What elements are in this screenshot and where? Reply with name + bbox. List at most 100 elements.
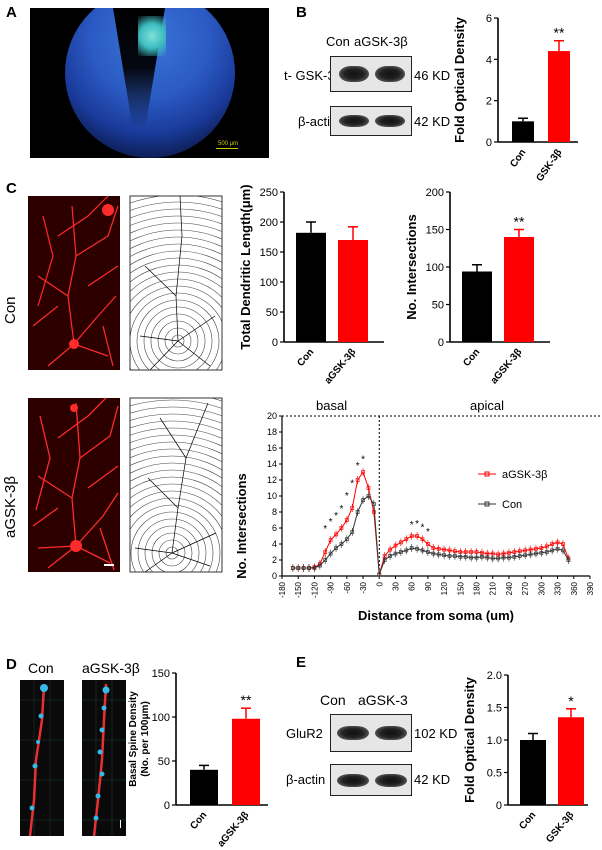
y-tick-label: 50 xyxy=(432,300,444,312)
x-tick-label: 0 xyxy=(375,581,384,586)
y-axis-label: Fold Optical Density xyxy=(452,16,467,142)
y-tick-label: 18 xyxy=(267,427,277,437)
x-tick-label: 120 xyxy=(440,581,449,595)
y-tick-label: 200 xyxy=(426,187,444,199)
x-tick-label: -120 xyxy=(310,581,319,598)
y-tick-label: 250 xyxy=(260,187,278,199)
series-point xyxy=(399,540,403,545)
x-tick-label: -180 xyxy=(278,581,287,598)
panel-label-b: B xyxy=(296,4,307,21)
y-tick-label: 200 xyxy=(260,217,278,229)
x-tick-label: aGSK-3β xyxy=(216,810,252,849)
series-point xyxy=(307,566,311,570)
series-point xyxy=(544,544,549,549)
x-tick-label: -150 xyxy=(294,581,303,598)
chart-c-intersections: 0 50 100 150 200 No. Intersections Con ** aGSK-3… xyxy=(404,187,550,386)
y-axis-label: Fold Optical Density xyxy=(462,676,477,802)
series-point xyxy=(339,542,344,546)
chart-c-sholl-profile: 0 2 4 6 8 10 12 14 16 18 20 -180 -150 -120 -90 -60 -30 0 3… xyxy=(234,411,600,623)
significance-mark: * xyxy=(329,517,333,528)
series-point xyxy=(442,547,446,552)
series-point xyxy=(550,548,555,553)
series-point xyxy=(404,537,409,542)
x-tick-label: Con xyxy=(188,810,209,832)
lane-label-con: Con xyxy=(326,34,350,49)
row-label-agsk: aGSK-3β xyxy=(2,476,19,538)
bar xyxy=(232,718,260,805)
series-point xyxy=(463,554,468,559)
series-point xyxy=(301,566,306,570)
series-point xyxy=(501,555,506,560)
series-point xyxy=(496,556,500,561)
y-tick-label: 100 xyxy=(152,712,170,724)
series-point xyxy=(372,502,376,506)
series-point xyxy=(296,566,301,570)
series-point xyxy=(355,510,360,514)
y-axis-label: (No. per 100μm) xyxy=(140,701,151,777)
x-tick-label: 270 xyxy=(521,581,530,595)
legend-marker xyxy=(484,501,490,507)
series-point xyxy=(420,537,425,542)
legend-marker xyxy=(484,471,490,477)
series-point xyxy=(523,553,528,558)
sholl-tracing-agsk xyxy=(129,397,223,573)
y-tick-label: 14 xyxy=(267,459,277,469)
series-point xyxy=(469,550,473,554)
series-point xyxy=(382,558,387,562)
series-point xyxy=(512,554,517,559)
x-tick-label: 300 xyxy=(537,581,546,595)
region-label-apical: apical xyxy=(470,398,504,413)
y-tick-label: 150 xyxy=(152,668,170,680)
series-point xyxy=(415,534,419,538)
y-tick-label: 4 xyxy=(486,54,492,66)
y-tick-label: 0 xyxy=(272,571,277,581)
blot-size-actin: 42 KD xyxy=(414,114,451,129)
y-tick-label: 100 xyxy=(426,262,444,274)
y-tick-label: 2.0 xyxy=(487,670,502,682)
region-label-basal: basal xyxy=(316,398,348,413)
y-tick-label: 4 xyxy=(272,539,277,549)
series-point xyxy=(361,470,365,474)
series-point xyxy=(447,554,452,558)
series-point xyxy=(312,566,317,570)
chart-e-fold-density: 0 0.5 1.0 1.5 2.0 Fold Optical Density Con * GSK… xyxy=(462,670,588,845)
bar xyxy=(548,51,570,142)
y-axis-label: No. Intersections xyxy=(234,473,249,578)
series-point xyxy=(474,555,479,560)
blot-gsk3b xyxy=(330,56,412,92)
series-point xyxy=(323,550,328,554)
x-tick-label: Con xyxy=(295,347,316,369)
series-point xyxy=(436,546,441,551)
bar xyxy=(296,232,326,342)
blot-e-row-label-glur2: GluR2 xyxy=(286,726,323,741)
x-tick-label: 390 xyxy=(586,581,595,595)
y-axis-label: Total Dendritic Length(μm) xyxy=(238,184,253,349)
dendrite-label-con: Con xyxy=(28,660,54,676)
series-point xyxy=(334,546,338,550)
x-tick-label: aGSK-3β xyxy=(323,347,359,386)
series-point xyxy=(490,556,495,561)
x-axis-label: Distance from soma (um) xyxy=(358,608,514,623)
blot-e-size-actin: 42 KD xyxy=(414,772,451,787)
y-tick-label: 0.5 xyxy=(487,768,502,780)
x-tick-label: -90 xyxy=(327,581,336,593)
y-tick-label: 100 xyxy=(260,277,278,289)
chart-d-spine-density: 0 50 100 150 Basal Spine Density (No. per 100… xyxy=(128,668,268,849)
bar xyxy=(512,121,534,142)
series-point xyxy=(426,550,430,554)
series-point xyxy=(366,486,371,490)
bar xyxy=(190,769,218,805)
x-tick-label: 180 xyxy=(473,581,482,595)
series-line xyxy=(292,495,569,575)
series-point xyxy=(431,546,436,550)
y-tick-label: 2 xyxy=(486,96,492,108)
x-tick-label: 330 xyxy=(554,581,563,595)
bar xyxy=(338,240,368,342)
series-point xyxy=(328,538,333,542)
y-tick-label: 12 xyxy=(267,475,277,485)
series-point xyxy=(339,526,344,530)
bar xyxy=(520,740,546,805)
series-point xyxy=(388,547,392,552)
y-tick-label: 0 xyxy=(272,337,278,349)
x-tick-label: 150 xyxy=(456,581,465,595)
